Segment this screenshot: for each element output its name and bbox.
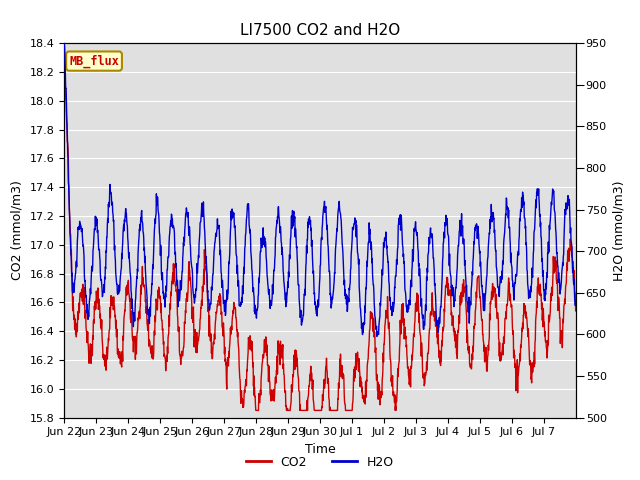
Text: MB_flux: MB_flux (69, 54, 119, 68)
Title: LI7500 CO2 and H2O: LI7500 CO2 and H2O (240, 23, 400, 38)
Y-axis label: CO2 (mmol/m3): CO2 (mmol/m3) (11, 180, 24, 280)
Legend: CO2, H2O: CO2, H2O (241, 451, 399, 474)
X-axis label: Time: Time (305, 443, 335, 456)
Y-axis label: H2O (mmol/m3): H2O (mmol/m3) (612, 180, 625, 281)
